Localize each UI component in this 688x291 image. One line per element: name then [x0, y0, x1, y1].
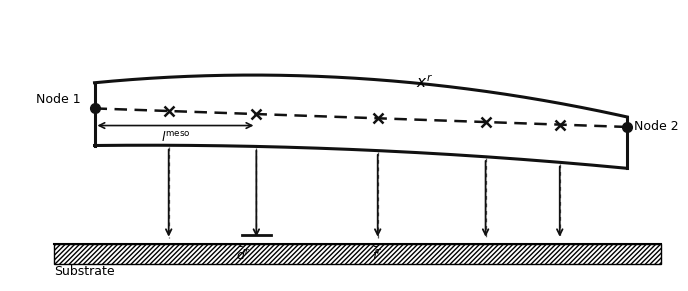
Text: Node 1: Node 1: [36, 93, 81, 106]
Text: $l^{\mathrm{meso}}$: $l^{\mathrm{meso}}$: [160, 130, 191, 144]
Text: $\bar{f}^r$: $\bar{f}^r$: [372, 247, 383, 263]
Polygon shape: [94, 75, 627, 168]
Text: Node 2: Node 2: [634, 120, 678, 134]
Text: $\bar{d}^r$: $\bar{d}^r$: [236, 247, 250, 263]
Bar: [54, 244, 661, 264]
Bar: [54, 244, 661, 264]
Text: Substrate: Substrate: [54, 265, 115, 278]
Text: $x^r$: $x^r$: [416, 74, 433, 91]
